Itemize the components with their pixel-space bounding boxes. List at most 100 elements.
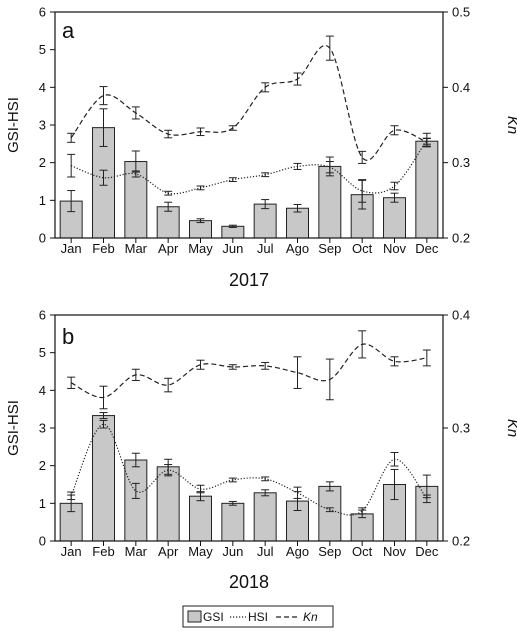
panel-b-ytick-label: 4 (39, 383, 46, 398)
panel-a-xtick-label-nov: Nov (383, 241, 407, 256)
panel-b-hsi-errorbar-jan (67, 491, 76, 501)
panel-a-ytick-label: 2 (39, 155, 46, 170)
panel-b-xtick-label-jul: Jul (257, 544, 274, 559)
panel-a-gsi-errorbar-jun (228, 224, 237, 228)
panel-b-hsi-errorbar-jul (261, 476, 270, 482)
panel-b-hsi-errorbar-sep (325, 507, 334, 513)
panel-b-ytick-label: 1 (39, 496, 46, 511)
legend: GSI HSI Kn (182, 605, 334, 628)
panel-b-letter: b (62, 324, 74, 349)
panel-b-kn-errorbar-jun (228, 364, 237, 370)
panel-b-xtick-label-feb: Feb (92, 544, 114, 559)
panel-a-gsi-bar-dec (415, 140, 439, 239)
panel-b: b 2018 GSI-HSI Kn 0 1 2 3 4 5 6 0.2 0.3 0.4 Jan Feb… (5, 308, 517, 593)
panel-b-xtick-label-apr: Apr (158, 544, 179, 559)
panel-a-kn-errorbar-oct (358, 150, 367, 164)
panel-b-kn-series (67, 330, 431, 410)
panel-b-gsi-bar-feb (92, 415, 116, 542)
panel-b-gsi-bar-jun (221, 502, 245, 542)
panel-b-kn-errorbar-oct (358, 330, 367, 359)
panel-a-hsi-errorbar-feb (99, 169, 108, 186)
panel-b-gsi-bar-may (189, 495, 212, 542)
panel-b-kn-errorbar-feb (99, 385, 108, 410)
panel-a-xtick-label-jul: Jul (257, 241, 274, 256)
panel-b-kn-errorbar-apr (164, 377, 173, 393)
panel-a-xtick-label-ago: Ago (286, 241, 309, 256)
panel-b-kn-errorbar-mar (131, 368, 140, 382)
panel-a-kn-errorbar-feb (99, 86, 108, 106)
panel-a-kn-series (67, 35, 431, 164)
panel-b-xtick-label-nov: Nov (383, 544, 407, 559)
panel-b-xtick-label-dec: Dec (415, 544, 439, 559)
panel-b-xtick-label-jun: Jun (222, 544, 243, 559)
panel-b-xtick-label-jan: Jan (61, 544, 82, 559)
panel-a-kn-errorbar-mar (131, 106, 140, 120)
panel-b-hsi-errorbar-oct (358, 507, 367, 515)
panel-a-ytick-label: 3 (39, 118, 46, 133)
panel-b-gsi-errorbar-sep (325, 481, 334, 492)
legend-kn-label: Kn (303, 610, 318, 624)
panel-a-hsi-errorbar-sep (325, 161, 334, 174)
panel-a-axes: 0 1 2 3 4 5 6 0.2 0.3 0.4 0.5 Jan Feb Mar Apr May Jun Jul… (39, 5, 470, 257)
panel-a-xtick-label-feb: Feb (92, 241, 114, 256)
panel-a-xtick-label-sep: Sep (318, 241, 341, 256)
panel-a-xtick-label-jan: Jan (61, 241, 82, 256)
panel-b-kn-errorbar-jan (67, 376, 76, 389)
panel-b-xtick-label-oct: Oct (352, 544, 373, 559)
panel-b-y2tick-label: 0.3 (452, 421, 470, 436)
panel-b-y2tick-label: 0.4 (452, 308, 470, 323)
panel-a-xtick-label-dec: Dec (415, 241, 439, 256)
panel-b-ytick-label: 3 (39, 421, 46, 436)
panel-a-gsi-bar-jun (221, 225, 245, 239)
panel-a-hsi-errorbar-oct (358, 179, 367, 203)
panel-b-kn-errorbar-jul (261, 361, 270, 370)
panel-b-hsi-errorbar-nov (390, 451, 399, 467)
panel-a-hsi-errorbar-nov (390, 181, 399, 191)
panel-b-hsi-errorbar-feb (99, 419, 108, 429)
panel-a-ytick-label: 5 (39, 42, 46, 57)
panel-a-gsi-errorbar-may (196, 218, 205, 224)
panel-a-ytick-label: 1 (39, 193, 46, 208)
panel-b-xlabel: 2018 (229, 572, 269, 592)
panel-a-y2tick-label: 0.4 (452, 80, 470, 95)
panel-a-kn-errorbar-jan (67, 132, 76, 143)
panel-a-xtick-label-oct: Oct (352, 241, 373, 256)
panel-b-kn-errorbar-nov (390, 356, 399, 367)
panel-b-ytick-label: 5 (39, 345, 46, 360)
panel-b-y2tick-label: 0.2 (452, 534, 470, 549)
panel-a-xtick-label-jun: Jun (222, 241, 243, 256)
panel-b-y2label: Kn (504, 419, 517, 437)
panel-b-kn-errorbar-sep (325, 358, 334, 401)
panel-b-xtick-label-sep: Sep (318, 544, 341, 559)
panel-a-hsi-errorbar-jul (261, 172, 270, 178)
panel-b-axes: 0 1 2 3 4 5 6 0.2 0.3 0.4 Jan Feb Mar Apr May Jun Jul Ago… (39, 308, 470, 560)
legend-gsi-swatch (187, 610, 202, 623)
panel-a-xlabel: 2017 (229, 270, 269, 290)
panel-a-ylabel: GSI-HSI (5, 97, 22, 153)
panel-a-xtick-label-mar: Mar (125, 241, 148, 256)
panel-b-hsi-series (67, 419, 431, 516)
panel-a-gsi-errorbar-nov (390, 192, 399, 203)
panel-b-ytick-label: 6 (39, 308, 46, 323)
panel-a-ytick-label: 4 (39, 80, 46, 95)
panel-a-y2tick-label: 0.5 (452, 5, 470, 20)
panel-b-kn-errorbar-may (196, 359, 205, 370)
panel-b-ytick-label: 2 (39, 458, 46, 473)
panel-a-y2tick-label: 0.2 (452, 231, 470, 246)
panel-b-gsi-bar-mar (124, 459, 148, 542)
panel-a-y2label: Kn (504, 116, 517, 134)
panel-b-kn-errorbar-dec (422, 349, 431, 367)
panel-a-kn-errorbar-jun (228, 125, 237, 131)
panel-a-hsi-series (67, 132, 431, 203)
panel-a-gsi-bar-may (189, 220, 212, 239)
panel-a-kn-errorbar-jul (261, 82, 270, 93)
panel-b-kn-errorbar-ago (293, 356, 302, 389)
panel-b-hsi-errorbar-apr (164, 464, 173, 477)
panel-b-gsi-errorbar-feb (99, 412, 108, 420)
panel-a-kn-errorbar-sep (325, 35, 334, 61)
panel-b-gsi-bar-jul (253, 492, 277, 542)
panel-a-gsi-errorbar-jan (67, 190, 76, 213)
panel-b-hsi-errorbar-dec (422, 494, 431, 504)
panel-b-hsi-errorbar-ago (293, 486, 302, 499)
